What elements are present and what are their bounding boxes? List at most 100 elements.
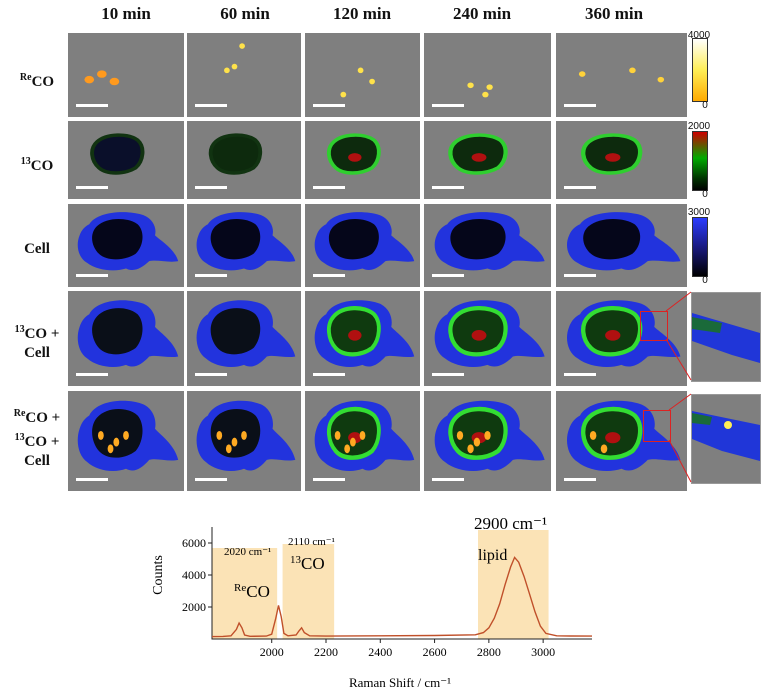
annotation-13co: 13CO xyxy=(290,554,325,573)
spectrum-series-line xyxy=(211,556,593,638)
colorbar-13co-min: 0 xyxy=(702,189,708,200)
x-tick-label: 2000 xyxy=(260,645,284,659)
y-tick-label: 6000 xyxy=(182,536,206,550)
image-tile-13co-col4 xyxy=(424,121,551,199)
column-header-120min: 120 min xyxy=(332,4,392,23)
colorbar-reco-max: 4000 xyxy=(687,30,711,41)
image-tile-13co-cell-col1 xyxy=(68,291,184,386)
row-label-sup-line2: 13 xyxy=(14,432,25,443)
row-label-text-line3: Cell xyxy=(24,453,50,469)
highlight-band-2 xyxy=(282,544,335,639)
row-label-text: Cell xyxy=(24,241,50,257)
image-tile-cell-col4 xyxy=(424,204,551,287)
row-label-sup: 13 xyxy=(14,324,25,335)
scale-bar xyxy=(195,274,227,277)
scale-bar xyxy=(564,478,596,481)
row-label-reco-13co-cell: ReCO + 13CO + Cell xyxy=(6,404,68,471)
image-tile-cell-col3 xyxy=(305,204,420,287)
scale-bar xyxy=(76,478,108,481)
column-header-360min: 360 min xyxy=(584,4,644,23)
scale-bar xyxy=(432,186,464,189)
image-tile-13co-cell-col2 xyxy=(187,291,301,386)
zoom-region-box-2 xyxy=(643,410,671,442)
scale-bar xyxy=(313,274,345,277)
scale-bar xyxy=(195,478,227,481)
image-tile-13co-cell-col4 xyxy=(424,291,551,386)
row-label-13co: 13CO xyxy=(6,152,68,176)
row-label-sup: Re xyxy=(13,408,26,419)
row-label-cell: Cell xyxy=(6,240,68,259)
row-label-text-line2: Cell xyxy=(24,345,50,361)
row-label-text-line2: CO + xyxy=(24,434,60,450)
row-label-reco: ReCO xyxy=(6,68,68,92)
scale-bar xyxy=(313,478,345,481)
image-tile-combined-col2 xyxy=(187,391,301,491)
annotation-2900: 2900 cm⁻¹ xyxy=(474,514,547,533)
column-header-10min: 10 min xyxy=(101,4,151,23)
scale-bar xyxy=(76,104,108,107)
row-label-text: CO xyxy=(30,158,54,174)
image-tile-13co-cell-col5 xyxy=(556,291,687,386)
x-tick-label: 2400 xyxy=(368,645,392,659)
image-tile-13co-col5 xyxy=(556,121,687,199)
colorbar-cell-max: 3000 xyxy=(687,207,711,218)
image-tile-combined-col5 xyxy=(556,391,687,491)
y-tick-label: 4000 xyxy=(182,568,206,582)
colorbar-cell xyxy=(692,217,708,277)
image-tile-13co-col2 xyxy=(187,121,301,199)
scale-bar xyxy=(432,373,464,376)
annotation-lipid: lipid xyxy=(478,547,507,564)
scale-bar xyxy=(195,373,227,376)
image-tile-cell-col2 xyxy=(187,204,301,287)
raman-spectrum-chart: 2000 2200 2400 2600 2800 3000 2000 4000 6000 Cou… xyxy=(151,514,593,690)
image-tile-13co-col3 xyxy=(305,121,420,199)
colorbar-13co-max: 2000 xyxy=(687,121,711,132)
scale-bar xyxy=(76,373,108,376)
colorbar-cell-min: 0 xyxy=(702,275,708,286)
colorbar-reco-min: 0 xyxy=(702,100,708,111)
scale-bar xyxy=(564,186,596,189)
scale-bar xyxy=(76,186,108,189)
column-header-240min: 240 min xyxy=(452,4,512,23)
x-axis-label: Raman Shift / cm⁻¹ xyxy=(349,675,451,690)
scale-bar xyxy=(76,274,108,277)
x-tick-label: 2200 xyxy=(314,645,338,659)
column-header-60min: 60 min xyxy=(220,4,270,23)
colorbar-reco xyxy=(692,38,708,102)
image-tile-cell-col5 xyxy=(556,204,687,287)
zoom-region-box-1 xyxy=(640,311,668,341)
y-axis-label: Counts xyxy=(151,555,166,595)
highlight-band-3 xyxy=(478,530,549,639)
image-tile-cell-col1 xyxy=(68,204,184,287)
scale-bar xyxy=(564,104,596,107)
x-tick-label: 2800 xyxy=(477,645,501,659)
row-label-text: CO xyxy=(31,74,55,90)
chart-axes xyxy=(211,527,592,640)
image-tile-combined-col1 xyxy=(68,391,184,491)
x-tick-label: 3000 xyxy=(531,645,555,659)
image-tile-reco-col5 xyxy=(556,33,687,117)
scale-bar xyxy=(564,274,596,277)
row-label-sup: 13 xyxy=(20,156,31,167)
scale-bar xyxy=(432,478,464,481)
x-tick-label: 2600 xyxy=(423,645,447,659)
annotation-reco: ReCO xyxy=(234,582,270,601)
colorbar-13co xyxy=(692,131,708,191)
image-tile-combined-col4 xyxy=(424,391,551,491)
row-label-sup: Re xyxy=(19,72,32,83)
image-tile-13co-cell-col3 xyxy=(305,291,420,386)
scale-bar xyxy=(432,104,464,107)
image-tile-combined-col3 xyxy=(305,391,420,491)
scale-bar xyxy=(195,104,227,107)
row-label-text: CO + xyxy=(25,410,61,426)
scale-bar xyxy=(313,104,345,107)
y-tick-label: 2000 xyxy=(182,600,206,614)
row-label-13co-cell: 13CO + Cell xyxy=(6,320,68,363)
annotation-2110: 2110 cm⁻¹ xyxy=(288,536,335,548)
image-tile-reco-col1 xyxy=(68,33,184,117)
image-tile-13co-col1 xyxy=(68,121,184,199)
scale-bar xyxy=(195,186,227,189)
row-label-text: CO + xyxy=(24,326,60,342)
zoom-inset-all xyxy=(691,394,761,484)
highlight-band-1 xyxy=(212,548,278,639)
